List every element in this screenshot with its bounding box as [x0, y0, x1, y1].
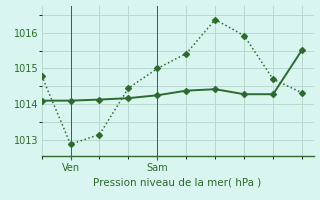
X-axis label: Pression niveau de la mer( hPa ): Pression niveau de la mer( hPa )	[93, 177, 262, 187]
